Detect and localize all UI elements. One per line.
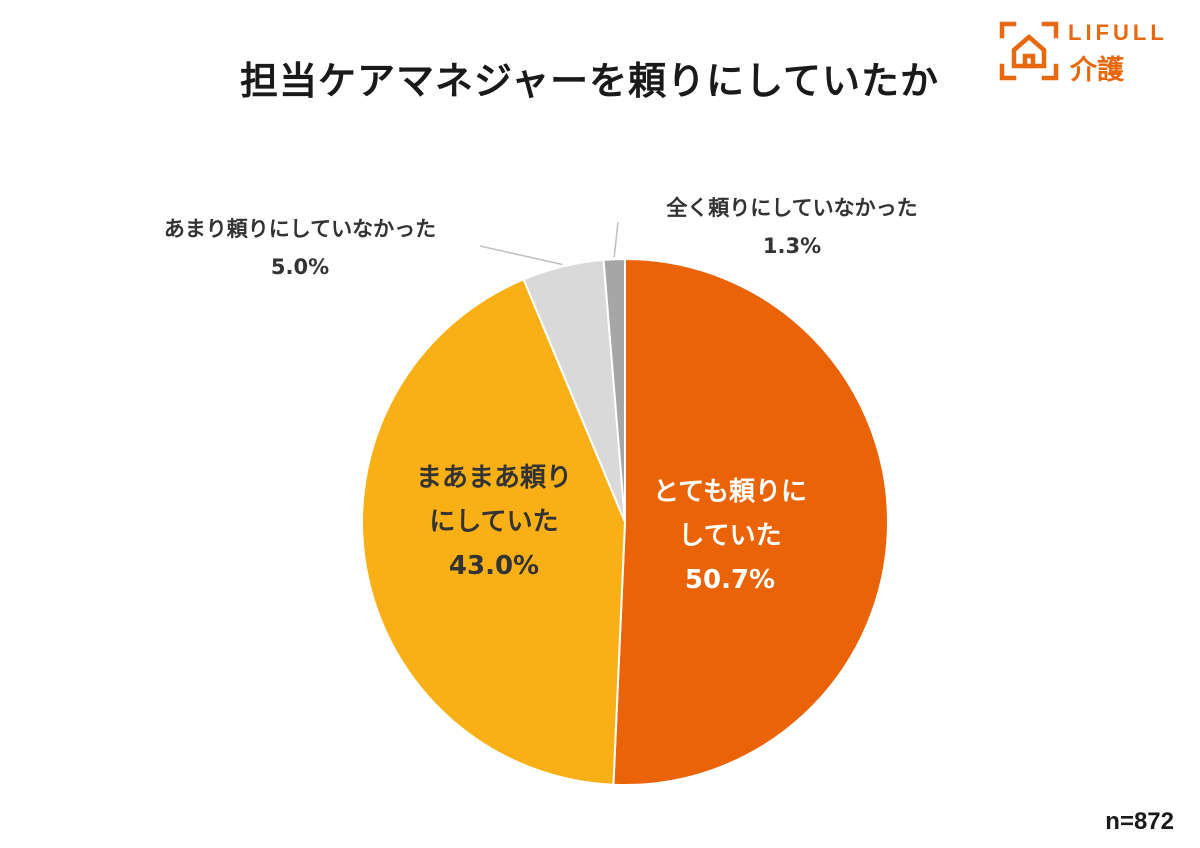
brand-logo: LIFULL 介護 [998,20,1178,86]
pie-slice [360,278,627,786]
slice-value-label: 5.0% [271,255,329,279]
pie-slice [612,257,889,786]
slice-category-label: していた [678,521,781,551]
pie-slice [602,257,626,523]
chart-title: 担当ケアマネジャーを頼りにしていたか [240,59,939,103]
slice-category-label: 全く頼りにしていなかった [665,196,917,220]
slice-value-label: 43.0% [449,551,539,581]
logo-subtitle: 介護 [1070,55,1124,86]
leader-line [479,245,563,266]
slice-value-label: 50.7% [685,565,775,595]
house-bracket-icon [999,21,1059,81]
slice-category-label: まあまあ頼り [416,463,572,493]
slice-category-label: とても頼りに [653,477,807,507]
sample-size-label: n=872 [1105,808,1174,835]
logo-wordmark: LIFULL [1068,20,1168,45]
slice-category-label: にしていた [429,507,558,537]
slice-category-label: あまり頼りにしていなかった [164,217,436,241]
slice-value-label: 1.3% [763,234,821,258]
leader-line [613,221,619,258]
